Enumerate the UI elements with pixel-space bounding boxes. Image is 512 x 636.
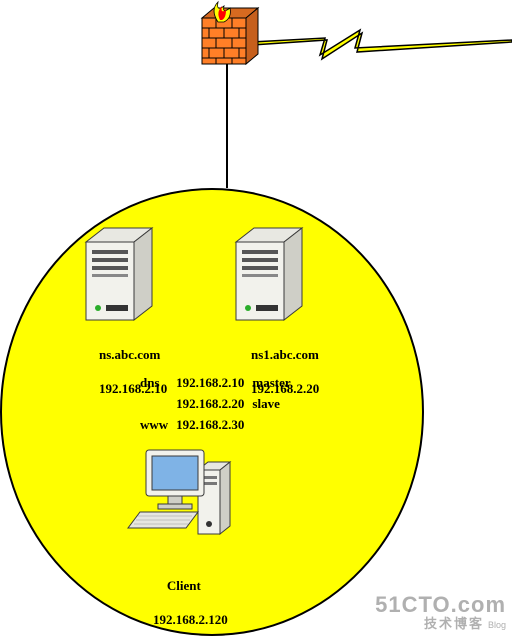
watermark-line1: 51CTO.com: [375, 594, 506, 616]
watermark-line2: 技术博客: [424, 616, 484, 631]
server-ns1-name: ns1.abc.com: [251, 347, 319, 362]
record-ip: 192.168.2.30: [176, 416, 250, 435]
record-name: [140, 395, 174, 414]
record-name: www: [140, 416, 174, 435]
server-ns-icon: [86, 228, 152, 320]
client-label: Client 192.168.2.120: [140, 544, 228, 636]
record-row: dns 192.168.2.10 master: [140, 374, 297, 393]
record-role: slave: [252, 395, 296, 414]
record-row: 192.168.2.20 slave: [140, 395, 297, 414]
record-row: www 192.168.2.30: [140, 416, 297, 435]
diagram-canvas: ns.abc.com 192.168.2.10 ns1.abc.com 192.…: [0, 0, 512, 636]
client-pc-icon: [128, 450, 230, 534]
server-ns-name: ns.abc.com: [99, 347, 160, 362]
icons-layer: [0, 0, 512, 636]
watermark: 51CTO.com 技术博客 Blog: [375, 594, 506, 632]
record-ip: 192.168.2.20: [176, 395, 250, 414]
record-ip: 192.168.2.10: [176, 374, 250, 393]
watermark-blog: Blog: [488, 620, 506, 630]
server-ns1-icon: [236, 228, 302, 320]
record-role: master: [252, 374, 296, 393]
record-name: dns: [140, 374, 174, 393]
client-name: Client: [140, 578, 228, 595]
dns-records: dns 192.168.2.10 master 192.168.2.20 sla…: [138, 372, 299, 437]
record-role: [252, 416, 296, 435]
client-ip: 192.168.2.120: [153, 612, 228, 627]
